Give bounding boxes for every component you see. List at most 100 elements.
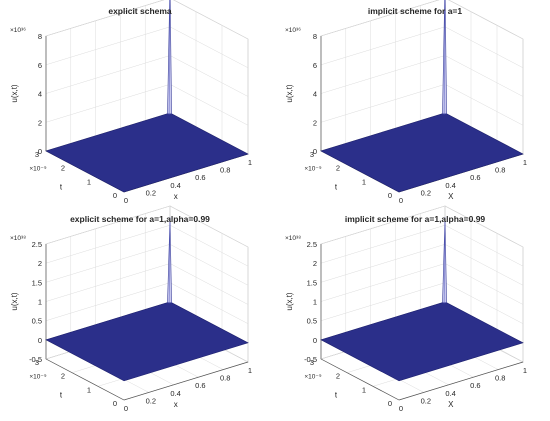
t-axis-label: t (335, 183, 338, 192)
z-axis-label: u(x,t) (285, 84, 294, 103)
z-tick-label: -0.5 (29, 355, 42, 364)
grid-z-1 (45, 84, 249, 126)
x-tick-label: 0.8 (220, 166, 230, 175)
surface-spike-edge (443, 0, 446, 115)
x-tick-label: 1 (523, 158, 527, 167)
z-tick-label: 6 (38, 61, 42, 70)
z-tick-label: 4 (313, 90, 317, 99)
subplot-4: implicit scheme for a=1,alpha=0.99 -0.5 0 0… (285, 205, 527, 413)
chart-title: implicit scheme for a=1 (368, 6, 463, 16)
grid-z-4 (320, 0, 524, 40)
z-tick-label: 2.5 (32, 240, 42, 249)
grid-z-2 (320, 55, 524, 97)
surface-spike-edge (168, 217, 171, 304)
x-tick-label: 1 (248, 366, 252, 375)
z-tick-label: 2 (38, 259, 42, 268)
z-tick-label: 2 (313, 259, 317, 268)
z-tick-label: 1.5 (307, 278, 317, 287)
t-tick-label: 0 (113, 399, 117, 408)
x-tick-label: 0.2 (421, 188, 431, 197)
x-axis-line (398, 361, 524, 401)
x-tick-label: 0.6 (195, 173, 205, 182)
t-tick-label: 2 (336, 372, 340, 381)
x-tick-label: 0.8 (220, 374, 230, 383)
x-tick-label: 0.8 (495, 374, 505, 383)
surface-plane (45, 301, 249, 382)
t-tick-label: 1 (87, 177, 91, 186)
x-tick-label: 0.4 (170, 181, 180, 190)
x-tick-label: 0.2 (146, 188, 156, 197)
x-tick-label: 0.4 (170, 389, 180, 398)
t-tick-label: 3 (310, 150, 314, 159)
t-exponent-label: ×10⁻⁹ (304, 373, 321, 380)
z-axis-label: u(x,t) (10, 292, 19, 311)
z-tick-label: 2 (313, 118, 317, 127)
t-axis-label: t (60, 183, 63, 192)
t-tick-label: 0 (388, 399, 392, 408)
z-exponent-label: ×10³⁸ (285, 235, 301, 242)
subplot-1: explicit schema 0 2 4 6 8 ×10³⁶ u(x,t) 0 0.2 0.4 0.… (10, 0, 252, 205)
grid-z-6 (45, 205, 249, 248)
surface-plane (320, 301, 524, 382)
z-axis-label: u(x,t) (285, 292, 294, 311)
z-tick-label: 0 (38, 336, 42, 345)
x-axis-label: x (174, 192, 178, 201)
z-exponent-label: ×10³⁸ (10, 235, 26, 242)
x-tick-label: 0.6 (470, 173, 480, 182)
t-axis-line (45, 358, 125, 401)
grid-z-1 (320, 84, 524, 126)
subplot-3: explicit scheme for a=1,alpha=0.99-0.500… (10, 205, 252, 413)
x-tick-label: 0.4 (445, 389, 455, 398)
z-tick-label: 2.5 (307, 240, 317, 249)
chart-title: implicit scheme for a=1,alpha=0.99 (345, 214, 486, 224)
x-axis-label: x (174, 400, 178, 409)
z-tick-label: 0.5 (32, 317, 42, 326)
t-tick-label: 3 (35, 150, 39, 159)
t-tick-label: 1 (362, 385, 366, 394)
x-tick-label: 0.4 (445, 181, 455, 190)
x-tick-label: 0.6 (195, 381, 205, 390)
t-tick-label: 3 (35, 358, 39, 367)
grid-z-3 (320, 26, 524, 69)
z-exponent-label: ×10³⁶ (10, 27, 26, 34)
grid-z-4 (45, 0, 249, 40)
z-tick-label: 1 (38, 298, 42, 307)
subplot-2: implicit scheme for a=1 0 2 4 6 8 ×10³⁶ u(x,t) 0… (285, 0, 527, 205)
t-tick-label: 2 (61, 372, 65, 381)
x-tick-label: 0 (124, 404, 128, 413)
z-exponent-label: ×10³⁶ (285, 27, 301, 34)
z-tick-label: 1.5 (32, 278, 42, 287)
z-tick-label: -0.5 (304, 355, 317, 364)
grid-z-6 (320, 205, 524, 248)
x-axis-label: X (448, 192, 454, 201)
z-tick-label: 0.5 (307, 317, 317, 326)
x-tick-label: 0 (399, 196, 403, 205)
t-tick-label: 2 (61, 164, 65, 173)
chart-title: explicit scheme for a=1,alpha=0.99 (70, 214, 210, 224)
x-tick-label: 0.6 (470, 381, 480, 390)
z-tick-label: 0 (313, 147, 317, 156)
surface-plane (320, 112, 524, 193)
x-tick-label: 0.8 (495, 166, 505, 175)
z-tick-label: 2 (38, 118, 42, 127)
z-tick-label: 0 (38, 147, 42, 156)
surface-plane (45, 112, 249, 193)
z-tick-label: 6 (313, 61, 317, 70)
x-tick-label: 0.2 (421, 396, 431, 405)
x-axis-label: X (448, 400, 454, 409)
z-tick-label: 1 (313, 298, 317, 307)
grid-z-2 (45, 55, 249, 97)
t-exponent-label: ×10⁻⁹ (304, 165, 321, 172)
t-tick-label: 3 (310, 358, 314, 367)
z-axis-label: u(x,t) (10, 84, 19, 103)
x-tick-label: 1 (523, 366, 527, 375)
surface-spike-edge (168, 0, 171, 115)
t-axis-label: t (60, 391, 63, 400)
t-exponent-label: ×10⁻⁹ (29, 373, 46, 380)
t-tick-label: 0 (388, 191, 392, 200)
x-tick-label: 0 (124, 196, 128, 205)
x-tick-label: 1 (248, 158, 252, 167)
x-axis-line (123, 361, 249, 401)
chart-title: explicit schema (108, 6, 172, 16)
